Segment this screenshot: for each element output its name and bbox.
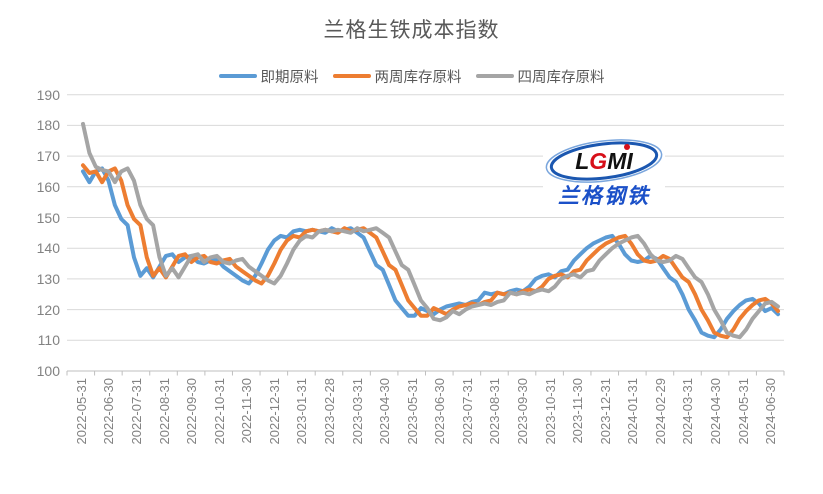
- x-axis-label: 2023-10-31: [542, 378, 558, 445]
- lgmi-logo-ellipse: LGMI: [545, 139, 663, 183]
- x-axis-label: 2024-06-30: [763, 378, 779, 445]
- legend-item-spot: 即期原料: [218, 66, 319, 87]
- x-axis-label: 2023-08-31: [487, 378, 503, 445]
- x-axis-label: 2023-05-31: [404, 378, 420, 445]
- x-axis-label: 2022-12-31: [266, 378, 282, 445]
- x-axis-label: 2023-12-31: [597, 378, 613, 445]
- y-axis-label: 100: [36, 363, 60, 379]
- x-axis-label: 2022-06-30: [101, 378, 117, 445]
- x-axis-label: 2023-11-30: [570, 378, 586, 444]
- x-axis-label: 2024-04-30: [708, 378, 724, 445]
- y-axis-label: 140: [36, 240, 60, 257]
- legend-item-four-week: 四周库存原料: [475, 66, 605, 87]
- y-axis-label: 180: [36, 117, 60, 134]
- x-axis-label: 2022-05-31: [73, 378, 89, 445]
- y-axis-label: 110: [37, 332, 60, 349]
- x-axis-label: 2024-03-31: [680, 378, 696, 445]
- y-axis-label: 120: [36, 301, 60, 318]
- x-axis-label: 2024-02-29: [652, 378, 668, 445]
- x-axis-label: 2022-10-31: [211, 378, 227, 445]
- legend-line-swatch-blue: [218, 73, 257, 79]
- x-axis-label: 2023-02-28: [321, 378, 337, 445]
- legend-line-swatch-orange: [332, 73, 371, 79]
- x-axis-label: 2022-07-31: [128, 378, 144, 445]
- x-axis-label: 2022-08-31: [156, 378, 172, 445]
- x-axis-label: 2023-09-30: [515, 378, 531, 445]
- x-axis-label: 2022-09-30: [184, 378, 200, 445]
- x-axis-label: 2023-03-31: [349, 378, 365, 445]
- legend-label-two-week: 两周库存原料: [374, 69, 462, 86]
- x-axis-label: 2023-01-31: [294, 378, 310, 445]
- y-axis-label: 160: [36, 178, 60, 195]
- logo-company-name: 兰格钢铁: [558, 185, 650, 208]
- legend: 即期原料 两周库存原料 四周库存原料: [0, 66, 823, 86]
- x-axis-label: 2024-01-31: [625, 378, 641, 445]
- legend-item-two-week: 两周库存原料: [332, 66, 462, 87]
- y-axis-label: 130: [36, 270, 60, 287]
- legend-label-four-week: 四周库存原料: [517, 69, 605, 86]
- y-axis-label: 190: [36, 86, 60, 103]
- series-line-2: [81, 121, 780, 340]
- legend-label-spot: 即期原料: [260, 69, 319, 86]
- x-axis-label: 2023-06-30: [432, 378, 448, 445]
- y-axis-label: 170: [36, 148, 60, 165]
- x-axis-label: 2022-11-30: [239, 378, 255, 444]
- x-axis-label: 2023-04-30: [377, 378, 393, 445]
- chart-title: 兰格生铁成本指数: [323, 19, 500, 42]
- logo-acronym: LGMI: [575, 148, 633, 174]
- x-axis-label: 2024-05-31: [735, 378, 751, 445]
- legend-line-swatch-gray: [475, 73, 514, 79]
- x-axis-label: 2023-07-31: [459, 378, 475, 445]
- logo-i-dot: [624, 144, 630, 150]
- lgmi-logo: LGMI 兰格钢铁: [543, 139, 665, 208]
- y-axis-label: 150: [36, 209, 60, 226]
